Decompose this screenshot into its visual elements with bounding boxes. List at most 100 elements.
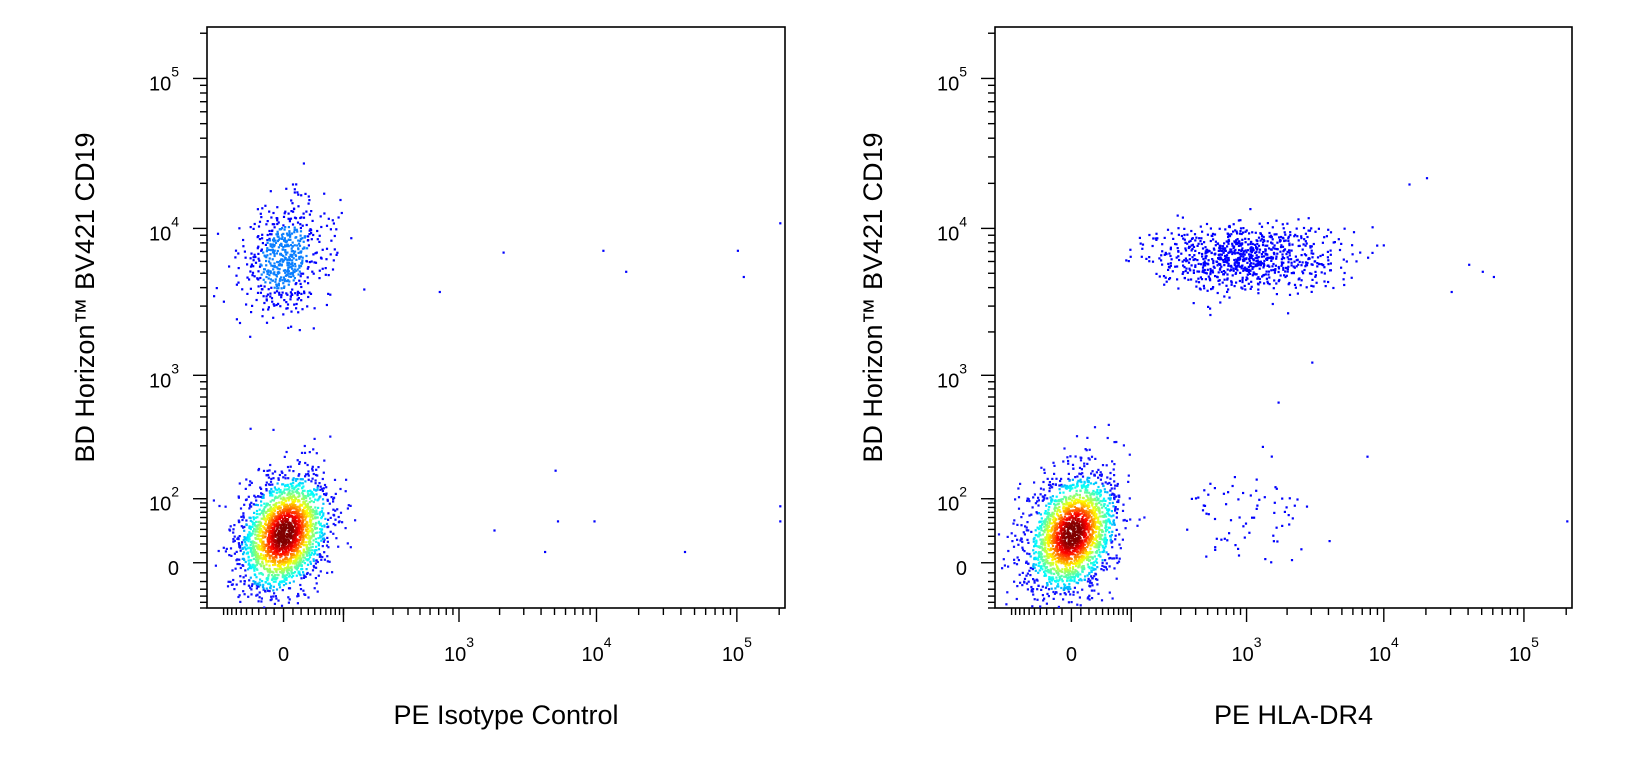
event-dot: [302, 272, 305, 275]
event-dot: [294, 496, 297, 499]
event-dot: [272, 518, 275, 521]
event-dot: [272, 595, 275, 598]
event-dot: [1068, 489, 1071, 492]
event-dot: [268, 525, 271, 528]
event-dot: [282, 254, 285, 257]
event-dot: [261, 237, 264, 240]
event-dot: [281, 509, 284, 512]
event-dot: [255, 563, 258, 566]
event-dot: [302, 548, 305, 551]
event-dot: [1062, 588, 1065, 591]
event-dot: [1096, 566, 1099, 569]
event-dot: [1006, 535, 1009, 538]
event-dot: [295, 547, 298, 550]
event-dot: [1080, 531, 1083, 534]
event-dot: [1093, 589, 1096, 592]
event-dot: [1079, 577, 1082, 581]
event-dot: [1047, 588, 1051, 591]
event-dot: [310, 238, 313, 241]
event-dot: [1067, 505, 1070, 508]
event-dot: [1075, 581, 1078, 584]
event-dot: [1038, 520, 1041, 523]
event-dot: [1079, 473, 1082, 476]
event-dot: [262, 554, 265, 557]
event-dot: [301, 516, 304, 519]
event-dot: [309, 292, 313, 295]
event-dot: [291, 487, 294, 490]
event-dot: [276, 547, 279, 550]
event-dot: [544, 550, 547, 554]
event-dot: [556, 520, 560, 523]
event-dot: [284, 526, 287, 529]
event-dot: [300, 216, 303, 219]
event-dot: [329, 530, 332, 533]
event-dot: [1070, 484, 1073, 487]
event-dot: [1050, 526, 1053, 529]
event-dot: [289, 291, 292, 294]
event-dot: [277, 235, 280, 238]
event-dot: [1079, 548, 1082, 551]
event-dot: [277, 221, 280, 224]
event-dot: [251, 520, 254, 523]
event-dot: [1052, 539, 1055, 542]
x-tick-label: 104: [1369, 634, 1399, 666]
event-dot: [290, 498, 293, 501]
event-dot: [1045, 561, 1048, 564]
event-dot: [1025, 561, 1028, 564]
event-dot: [253, 275, 256, 278]
event-dot: [1114, 509, 1117, 512]
event-dot: [300, 530, 303, 533]
event-dot: [1082, 483, 1085, 486]
event-dot: [237, 496, 240, 499]
event-dot: [1043, 468, 1046, 471]
event-dot: [254, 545, 257, 548]
event-dot: [298, 515, 301, 518]
event-dot: [1101, 534, 1104, 537]
event-dot: [262, 587, 265, 590]
event-dot: [273, 543, 276, 546]
event-dot: [1051, 518, 1055, 521]
event-dot: [295, 258, 298, 261]
event-dot: [1110, 533, 1113, 537]
event-dot: [290, 571, 293, 574]
event-dot: [1091, 502, 1094, 505]
event-dot: [321, 498, 325, 501]
event-dot: [249, 257, 252, 260]
event-dot: [1080, 456, 1083, 459]
event-dot: [1106, 476, 1109, 479]
event-dot: [1071, 504, 1074, 507]
event-dot: [308, 510, 312, 513]
event-dot: [262, 508, 266, 511]
event-dot: [277, 521, 280, 524]
event-dot: [1060, 514, 1063, 517]
event-dot: [331, 219, 334, 222]
event-dot: [1032, 540, 1035, 543]
event-dot: [1036, 512, 1039, 515]
event-dot: [283, 488, 286, 491]
event-dot: [289, 511, 292, 514]
event-dot: [1041, 594, 1044, 597]
event-dot: [1053, 520, 1056, 523]
event-dot: [284, 239, 287, 242]
event-dot: [1051, 576, 1054, 579]
event-dot: [269, 599, 272, 602]
event-dot: [1044, 518, 1048, 521]
event-dot: [1050, 562, 1053, 565]
event-dot: [326, 540, 329, 543]
event-dot: [315, 549, 318, 552]
event-dot: [1044, 539, 1047, 542]
event-dot: [1032, 538, 1035, 541]
event-dot: [242, 564, 245, 567]
event-dot: [310, 510, 313, 513]
event-dot: [237, 519, 240, 522]
event-dot: [278, 271, 281, 274]
event-dot: [1091, 512, 1094, 515]
event-dot: [269, 550, 272, 553]
event-dot: [1118, 533, 1121, 536]
event-dot: [1005, 603, 1008, 606]
event-dot: [249, 528, 252, 531]
event-dot: [289, 244, 292, 247]
event-dot: [1099, 478, 1102, 481]
event-dot: [349, 546, 352, 549]
event-dot: [304, 475, 307, 478]
